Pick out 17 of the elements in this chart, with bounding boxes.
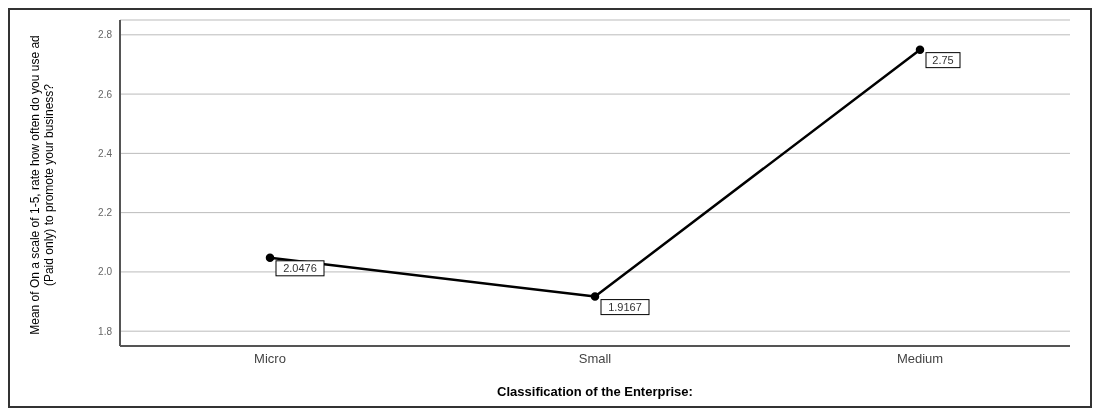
point [590, 292, 600, 301]
data-label: 2.75 [932, 53, 954, 66]
y-axis-title: Mean of On a scale of 1-5, rate how often do you use ad (Paid only) to promote your business? [28, 34, 56, 337]
x-tick-label: Micro [254, 351, 286, 367]
y-tick-label: 2.4 [98, 147, 113, 159]
x-tick-label: Small [578, 351, 612, 367]
data-label: 1.9167 [608, 300, 642, 313]
point [265, 253, 275, 263]
y-tick-label: 1.8 [98, 325, 113, 337]
y-tick-label: 2.6 [98, 88, 113, 100]
data-label: 2.0476 [283, 261, 317, 274]
y-tick-label: 2.0 [98, 266, 113, 278]
x-axis-title: Classification of the Enterprise: [497, 384, 693, 399]
x-tick-label: Medium [896, 351, 944, 367]
point [915, 45, 925, 54]
y-tick-label: 2.8 [98, 29, 113, 41]
y-tick-label: 2.2 [98, 207, 113, 219]
